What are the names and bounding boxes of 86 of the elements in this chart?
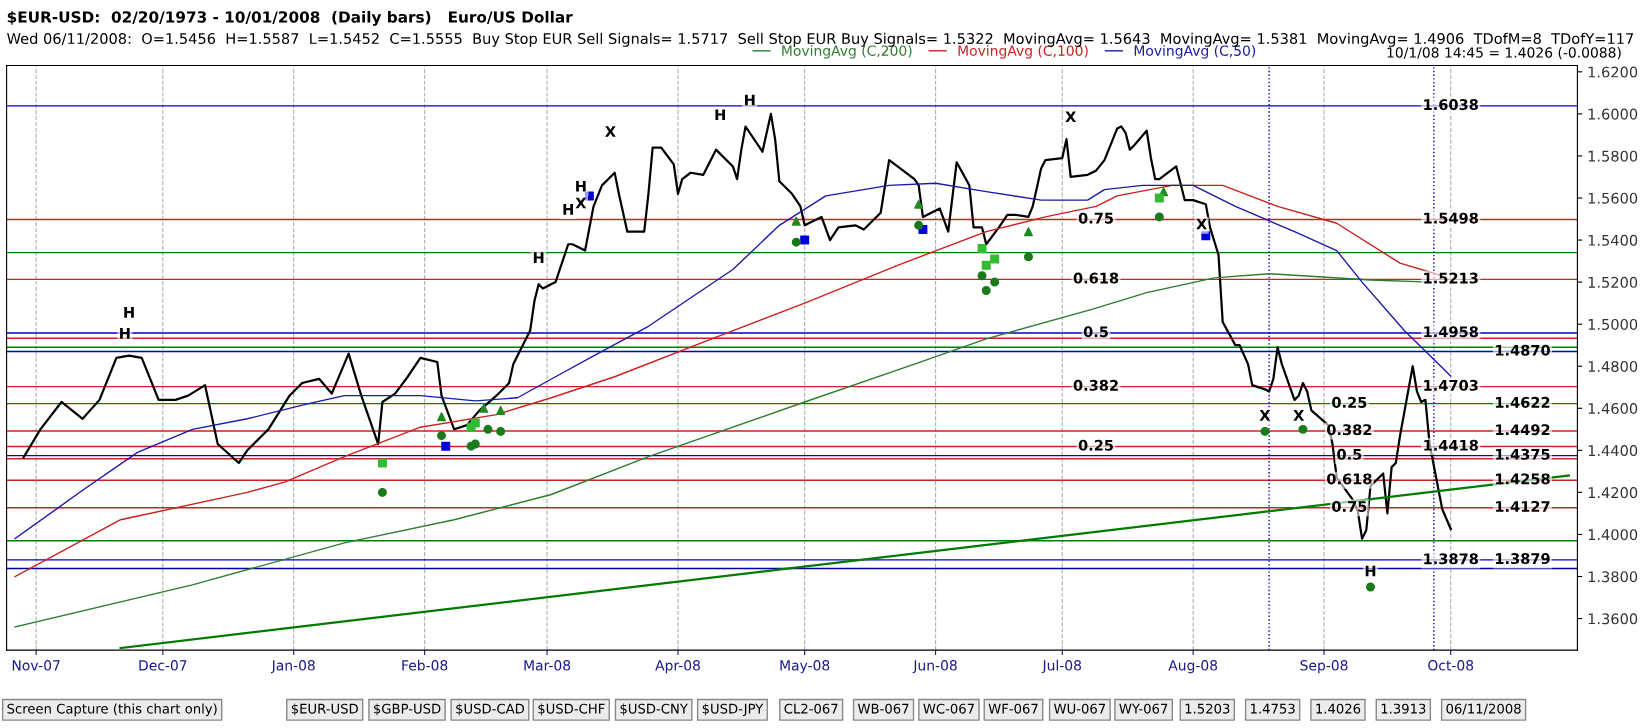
annotation: 0.25 — [1332, 396, 1367, 408]
y-tick-label: 1.4400 — [1588, 445, 1638, 457]
annotation: 1.4127 — [1496, 500, 1550, 512]
chart-title: $EUR-USD: 02/20/1973 - 10/01/2008 (Daily bars) Euro/US Dollar — [7, 10, 573, 26]
y-tick-label: 1.5800 — [1588, 150, 1638, 162]
annotation: 1.4958 — [1424, 326, 1478, 338]
annotation: 1.4418 — [1424, 439, 1478, 451]
y-tick-label: 1.5400 — [1588, 234, 1638, 246]
x-tick-label: Mar-08 — [524, 660, 571, 671]
annotation: X — [1259, 410, 1271, 421]
x-tick-label: Aug-08 — [1168, 660, 1218, 674]
y-tick-label: 1.6000 — [1588, 108, 1638, 120]
annotation: X — [575, 197, 587, 209]
annotation: X — [605, 126, 616, 137]
legend-label: MovingAvg (C,200) — [782, 45, 912, 59]
x-tick-label: May-08 — [780, 660, 830, 674]
annotation: H — [533, 252, 544, 263]
text: WU-067 — [1053, 703, 1106, 714]
annotation: 1.4703 — [1424, 379, 1478, 391]
x-tick-label: Jun-08 — [912, 660, 957, 674]
y-tick-label: 1.6200 — [1588, 66, 1638, 78]
x-tick-label: Dec-07 — [139, 660, 187, 671]
text: $GBP-USD — [373, 703, 441, 716]
annotation: H — [715, 109, 725, 121]
annotation: 1.3878 — [1424, 553, 1478, 565]
y-tick-label: 1.5000 — [1588, 318, 1638, 330]
annotation: 0.75 — [1078, 212, 1113, 224]
x-tick-label: Nov-07 — [12, 660, 60, 671]
y-tick-label: 1.4600 — [1588, 403, 1638, 415]
annotation: 1.4622 — [1496, 396, 1550, 408]
annotation: 0.5 — [1083, 326, 1108, 338]
text: 1.4753 — [1250, 703, 1295, 714]
x-tick-label: Oct-08 — [1428, 660, 1474, 671]
text: $USD-JPY — [702, 703, 764, 717]
annotation: 1.6038 — [1424, 99, 1478, 111]
annotation: X — [1293, 410, 1305, 421]
annotation: 1.4492 — [1496, 424, 1550, 436]
annotation: X — [1065, 111, 1077, 123]
annotation: H — [576, 180, 586, 192]
y-tick-label: 1.3800 — [1588, 571, 1638, 583]
y-tick-label: 1.4200 — [1588, 487, 1638, 499]
annotation: H — [563, 204, 573, 215]
text: 1.3913 — [1381, 703, 1426, 714]
text: WC-067 — [923, 703, 974, 714]
annotation: 0.618 — [1327, 473, 1372, 485]
y-tick-label: 1.3600 — [1588, 613, 1638, 625]
annotation: 0.382 — [1073, 379, 1118, 391]
text: 10/1/08 14:45 = 1.4026 (-0.0088) — [1387, 47, 1621, 60]
text: CL2-067 — [784, 703, 838, 714]
x-tick-label: Feb-08 — [402, 659, 448, 671]
annotation: 1.4870 — [1496, 344, 1550, 356]
annotation: 0.382 — [1327, 424, 1372, 436]
annotation: 1.5213 — [1424, 272, 1478, 284]
legend-label: MovingAvg (C,100) — [958, 45, 1088, 59]
annotation: 0.5 — [1337, 448, 1362, 460]
y-tick-label: 1.4000 — [1588, 529, 1638, 541]
annotation: 1.4258 — [1496, 473, 1550, 485]
text: $USD-CNY — [620, 703, 688, 716]
x-tick-label: Sep-08 — [1300, 660, 1348, 674]
y-tick-label: 1.4800 — [1588, 360, 1638, 372]
annotation: 1.4375 — [1496, 448, 1550, 460]
text: $USD-CAD — [456, 703, 525, 716]
annotation: H — [120, 328, 130, 339]
text: $EUR-USD — [291, 703, 358, 716]
annotation: H — [124, 307, 134, 318]
annotation: H — [1365, 565, 1376, 577]
x-tick-label: Apr-08 — [655, 660, 700, 674]
x-tick-label: Jul-08 — [1041, 659, 1082, 674]
annotation: 0.25 — [1078, 439, 1113, 451]
text: WB-067 — [857, 703, 909, 714]
x-tick-label: Jan-08 — [270, 660, 315, 674]
text: WY-067 — [1119, 703, 1168, 714]
y-tick-label: 1.5200 — [1588, 276, 1638, 288]
text: Screen Capture (this chart only) — [7, 703, 217, 717]
annotation: X — [1196, 218, 1207, 230]
annotation: 1.3879 — [1496, 553, 1550, 565]
annotation: 1.5498 — [1424, 212, 1478, 224]
text: WF-067 — [988, 703, 1038, 714]
y-tick-label: 1.5600 — [1588, 192, 1638, 204]
text: 06/11/2008 — [1446, 703, 1521, 715]
text: 1.5203 — [1185, 703, 1230, 714]
annotation: H — [745, 94, 755, 106]
text: $USD-CHF — [538, 703, 605, 716]
text: 1.4026 — [1316, 703, 1361, 714]
annotation: 0.75 — [1332, 500, 1367, 512]
annotation: 0.618 — [1073, 272, 1119, 284]
